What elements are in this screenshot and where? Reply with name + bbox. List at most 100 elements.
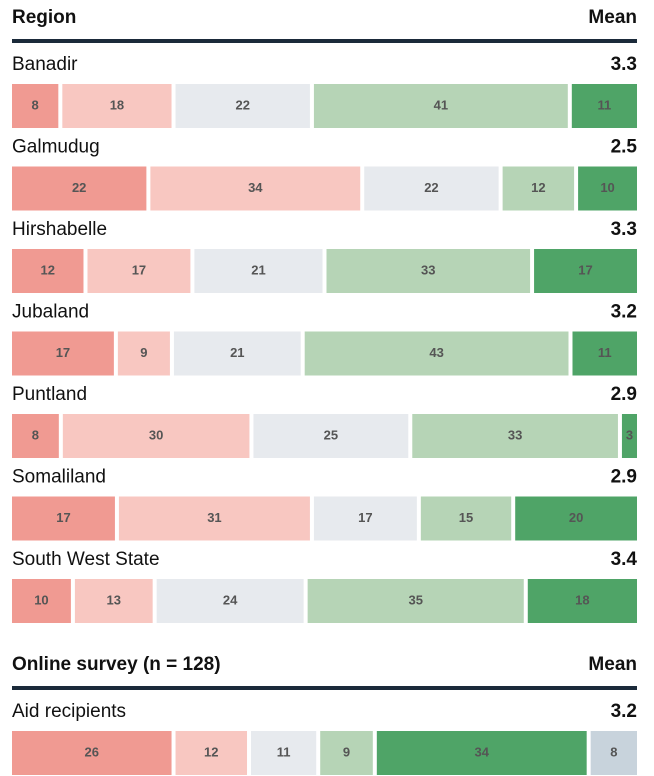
row-label: Galmudug bbox=[12, 137, 100, 158]
bar-segment bbox=[534, 249, 637, 293]
bar-segment bbox=[156, 579, 304, 623]
bar-segment bbox=[12, 84, 59, 128]
bar-segment bbox=[12, 731, 172, 775]
segment-label: 10 bbox=[600, 180, 614, 195]
bar-segment bbox=[320, 731, 373, 775]
bar-segment bbox=[304, 331, 569, 376]
segment-label: 17 bbox=[578, 262, 592, 277]
bar-segment bbox=[420, 496, 512, 541]
segment-label: 17 bbox=[132, 262, 146, 277]
segment-label: 43 bbox=[429, 345, 443, 360]
segment-label: 10 bbox=[34, 592, 48, 607]
row-mean: 3.3 bbox=[611, 54, 637, 75]
segment-label: 33 bbox=[508, 427, 522, 442]
bar-segment bbox=[502, 166, 575, 211]
bar-segment bbox=[175, 731, 248, 775]
header-label: Region bbox=[12, 7, 76, 28]
bar-segment bbox=[313, 496, 417, 541]
row-label: Jubaland bbox=[12, 302, 89, 323]
segment-label: 34 bbox=[475, 744, 490, 759]
segment-label: 30 bbox=[149, 427, 163, 442]
bar-segment bbox=[571, 84, 637, 128]
bar-segment bbox=[253, 414, 409, 458]
bar-segment bbox=[590, 731, 637, 775]
bar-segment bbox=[527, 579, 637, 623]
segment-label: 9 bbox=[343, 744, 350, 759]
segment-label: 9 bbox=[140, 345, 147, 360]
segment-label: 13 bbox=[107, 592, 121, 607]
segment-label: 12 bbox=[531, 180, 545, 195]
bar-segment bbox=[173, 331, 301, 376]
bar-segment bbox=[376, 731, 587, 775]
segment-label: 18 bbox=[110, 97, 124, 112]
segment-label: 3 bbox=[626, 427, 633, 442]
bar-segment bbox=[74, 579, 153, 623]
segment-label: 12 bbox=[204, 744, 218, 759]
bar-segment bbox=[175, 84, 310, 128]
bar-segment bbox=[572, 331, 637, 376]
segment-label: 33 bbox=[421, 262, 435, 277]
segment-label: 26 bbox=[85, 744, 99, 759]
bar-segment bbox=[117, 331, 170, 376]
segment-label: 22 bbox=[235, 97, 249, 112]
row-label: Banadir bbox=[12, 54, 78, 75]
segment-label: 12 bbox=[41, 262, 55, 277]
header-label: Mean bbox=[588, 7, 637, 28]
segment-label: 8 bbox=[32, 427, 39, 442]
bar-segment bbox=[87, 249, 191, 293]
row-label: Hirshabelle bbox=[12, 219, 107, 240]
row-label: Somaliland bbox=[12, 467, 106, 488]
row-mean: 3.3 bbox=[611, 219, 637, 240]
segment-label: 22 bbox=[424, 180, 438, 195]
segment-label: 21 bbox=[230, 345, 244, 360]
segment-label: 11 bbox=[598, 97, 612, 112]
row-label: Puntland bbox=[12, 384, 87, 405]
segment-label: 25 bbox=[324, 427, 338, 442]
segment-label: 11 bbox=[598, 345, 612, 360]
row-mean: 3.2 bbox=[611, 302, 637, 323]
row-mean: 2.5 bbox=[611, 137, 638, 158]
segment-label: 8 bbox=[32, 97, 39, 112]
bar-segment bbox=[578, 166, 637, 211]
bar-segment bbox=[62, 84, 172, 128]
bar-segment bbox=[307, 579, 524, 623]
bar-segment bbox=[12, 166, 147, 211]
segment-label: 11 bbox=[277, 744, 291, 759]
bar-segment bbox=[194, 249, 323, 293]
header-label: Online survey (n = 128) bbox=[12, 654, 221, 675]
row-label: Aid recipients bbox=[12, 701, 126, 722]
bar-segment bbox=[364, 166, 499, 211]
segment-label: 17 bbox=[56, 510, 70, 525]
row-mean: 2.9 bbox=[611, 467, 637, 488]
bar-segment bbox=[12, 414, 59, 458]
bar-segment bbox=[515, 496, 637, 541]
header-label: Mean bbox=[588, 654, 637, 675]
bar-segment bbox=[150, 166, 361, 211]
segment-label: 20 bbox=[569, 510, 583, 525]
row-label: South West State bbox=[12, 549, 160, 570]
segment-label: 15 bbox=[459, 510, 473, 525]
bar-segment bbox=[12, 496, 115, 541]
header-rule bbox=[12, 686, 637, 690]
segment-label: 21 bbox=[251, 262, 265, 277]
row-mean: 3.2 bbox=[611, 701, 637, 722]
segment-label: 18 bbox=[575, 592, 589, 607]
bar-segment bbox=[313, 84, 568, 128]
segment-label: 34 bbox=[248, 180, 263, 195]
segment-label: 24 bbox=[223, 592, 238, 607]
row-mean: 2.9 bbox=[611, 384, 637, 405]
bar-segment bbox=[12, 249, 84, 293]
segment-label: 17 bbox=[358, 510, 372, 525]
bar-segment bbox=[251, 731, 317, 775]
segment-label: 17 bbox=[56, 345, 70, 360]
segment-label: 41 bbox=[434, 97, 448, 112]
bar-segment bbox=[326, 249, 531, 293]
bar-segment bbox=[412, 414, 618, 458]
bar-segment bbox=[621, 414, 637, 458]
bar-segment bbox=[62, 414, 250, 458]
segment-label: 31 bbox=[207, 510, 221, 525]
segment-label: 35 bbox=[408, 592, 422, 607]
bar-segment bbox=[12, 331, 114, 376]
header-rule bbox=[12, 39, 637, 43]
